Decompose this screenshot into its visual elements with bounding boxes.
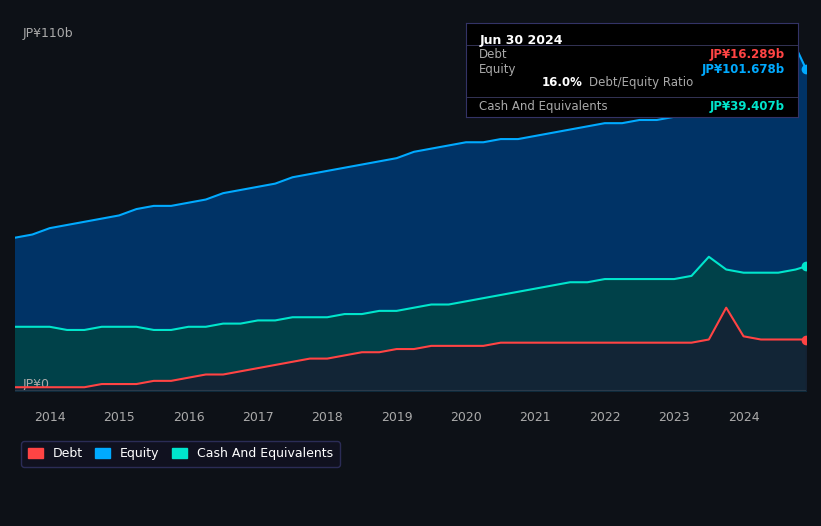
Legend: Debt, Equity, Cash And Equivalents: Debt, Equity, Cash And Equivalents [21, 441, 340, 467]
Text: JP¥0: JP¥0 [23, 378, 50, 391]
Text: JP¥110b: JP¥110b [23, 27, 74, 40]
